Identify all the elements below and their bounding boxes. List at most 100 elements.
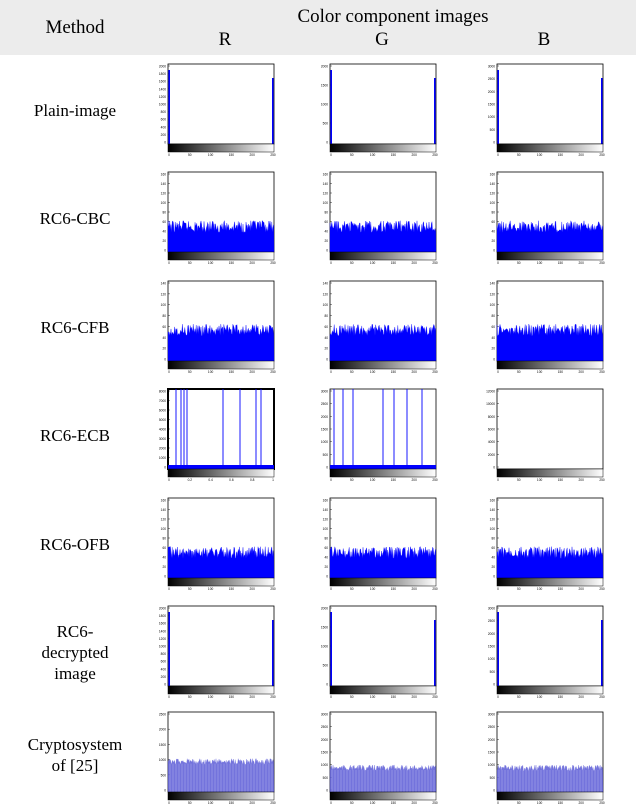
y-tick-label: 400 xyxy=(161,667,167,671)
y-tick-label: 7000 xyxy=(159,399,166,403)
x-tick-label: 250 xyxy=(432,478,438,482)
y-tick-label: 140 xyxy=(323,282,329,286)
y-tick-label: 1000 xyxy=(488,763,495,767)
x-tick-label: 100 xyxy=(370,261,376,265)
y-tick-label: 40 xyxy=(162,336,166,340)
x-tick-label: 150 xyxy=(229,370,235,374)
x-tick-label: 0 xyxy=(168,153,170,157)
y-tick-label: 5000 xyxy=(159,418,166,422)
plot-area: 140 120 100 80 60 40 20 0 xyxy=(490,280,604,362)
method-name: RC6-CBC xyxy=(39,209,111,228)
histogram-plot: 3000 2500 2000 1500 1000 500 0 0 50 100 150 200 250 xyxy=(321,388,438,482)
x-tick-label: 0 xyxy=(168,478,170,482)
y-tick-label: 8000 xyxy=(488,415,495,419)
x-tick-label: 200 xyxy=(579,478,585,482)
x-tick-label: 50 xyxy=(350,153,354,157)
x-tick-label: 0 xyxy=(168,370,170,374)
y-tick-label: 0 xyxy=(164,466,166,470)
x-tick-label: 100 xyxy=(208,587,214,591)
y-tick-label: 12000 xyxy=(486,390,495,394)
y-tick-label: 3000 xyxy=(321,390,328,394)
color-component-header: Color component images xyxy=(297,6,489,27)
y-tick-label: 120 xyxy=(490,292,496,296)
histogram-bars xyxy=(496,220,604,253)
y-tick-label: 140 xyxy=(161,508,167,512)
histogram-cell-b: 160 140 120 100 80 60 40 20 0 0 50 100 150 200 250 xyxy=(490,164,617,273)
y-tick-label: 0 xyxy=(493,358,495,362)
x-tick-label: 100 xyxy=(370,587,376,591)
y-tick-label: 0 xyxy=(164,575,166,579)
histogram-floor xyxy=(330,465,436,469)
x-tick-label: 50 xyxy=(188,261,192,265)
y-tick-label: 600 xyxy=(161,660,167,664)
x-tick-label: 150 xyxy=(558,478,564,482)
x-tick-label: 100 xyxy=(537,587,543,591)
plot-area: 3000 2500 2000 1500 1000 500 0 xyxy=(488,711,604,793)
histogram-cell-b: 140 120 100 80 60 40 20 0 0 50 100 150 200 250 xyxy=(490,273,617,381)
histogram-plot: 3000 2500 2000 1500 1000 500 0 0 50 100 150 200 250 xyxy=(488,63,605,157)
x-tick-label: 100 xyxy=(208,370,214,374)
y-tick-label: 20 xyxy=(491,239,495,243)
y-tick-label: 160 xyxy=(161,499,167,503)
plot-area: 140 120 100 80 60 40 20 0 xyxy=(323,280,437,362)
x-tick-label: 150 xyxy=(391,587,397,591)
y-tick-label: 0 xyxy=(164,789,166,793)
x-tick-label: 200 xyxy=(250,801,256,805)
y-tick-label: 100 xyxy=(490,303,496,307)
y-tick-label: 2000 xyxy=(488,453,495,457)
x-tick-label: 150 xyxy=(558,153,564,157)
histogram-cell-g: 160 140 120 100 80 60 40 20 0 0 50 100 150 200 250 xyxy=(323,490,450,598)
y-tick-label: 20 xyxy=(491,347,495,351)
grayscale-colorbar xyxy=(496,468,604,478)
y-tick-label: 1000 xyxy=(321,763,328,767)
method-name: RC6-ECB xyxy=(40,426,110,445)
table-header: Method Color component images R G B xyxy=(0,0,636,55)
y-tick-label: 200 xyxy=(161,133,167,137)
x-tick-label: 200 xyxy=(250,695,256,699)
x-tick-label: 0.2 xyxy=(188,478,193,482)
y-tick-label: 20 xyxy=(324,347,328,351)
y-tick-label: 6000 xyxy=(159,409,166,413)
channel-header-r: R xyxy=(218,29,232,50)
x-tick-label: 100 xyxy=(537,801,543,805)
x-tick-label: 250 xyxy=(270,695,276,699)
channel-header-g: G xyxy=(375,29,389,50)
x-tick-label: 200 xyxy=(250,587,256,591)
plot-area: 160 140 120 100 80 60 40 20 0 xyxy=(490,171,604,253)
y-tick-label: 2000 xyxy=(159,65,166,69)
y-tick-label: 160 xyxy=(490,499,496,503)
histogram-plot: 12000 10000 8000 6000 4000 2000 0 0 50 100 150 200 2… xyxy=(486,388,605,482)
histogram-floor xyxy=(168,465,274,469)
y-tick-label: 100 xyxy=(490,527,496,531)
y-tick-label: 3000 xyxy=(488,607,495,611)
x-tick-label: 150 xyxy=(229,587,235,591)
histogram-plot: 8000 7000 6000 5000 4000 3000 2000 1000 0 0 0.2 0.4… xyxy=(159,388,275,482)
y-tick-label: 0 xyxy=(326,683,328,687)
grayscale-colorbar xyxy=(496,577,604,587)
table-row: Plain-image 2000 1800 1600 1400 1200 1000 800 60… xyxy=(0,56,636,164)
y-tick-label: 100 xyxy=(161,303,167,307)
plot-area: 160 140 120 100 80 60 40 20 0 xyxy=(323,171,437,253)
y-tick-label: 120 xyxy=(490,518,496,522)
grayscale-colorbar xyxy=(329,791,437,801)
x-tick-label: 200 xyxy=(250,370,256,374)
y-tick-label: 2500 xyxy=(488,619,495,623)
y-tick-label: 2000 xyxy=(159,607,166,611)
histogram-bars xyxy=(329,546,437,579)
x-tick-label: 150 xyxy=(558,587,564,591)
table-row: Cryptosystem of [25] 2500 2000 1500 1000 500 0… xyxy=(0,706,636,805)
histogram-cell-r: 160 140 120 100 80 60 40 20 0 0 50 100 150 200 250 xyxy=(161,164,288,273)
histogram-cell-g: 160 140 120 100 80 60 40 20 0 0 50 100 150 200 250 xyxy=(323,164,450,273)
y-tick-label: 100 xyxy=(161,201,167,205)
x-tick-label: 200 xyxy=(250,153,256,157)
channel-header-b: B xyxy=(537,29,551,50)
x-tick-label: 50 xyxy=(350,587,354,591)
y-tick-label: 40 xyxy=(162,556,166,560)
grayscale-colorbar xyxy=(167,468,275,478)
y-tick-label: 40 xyxy=(162,230,166,234)
